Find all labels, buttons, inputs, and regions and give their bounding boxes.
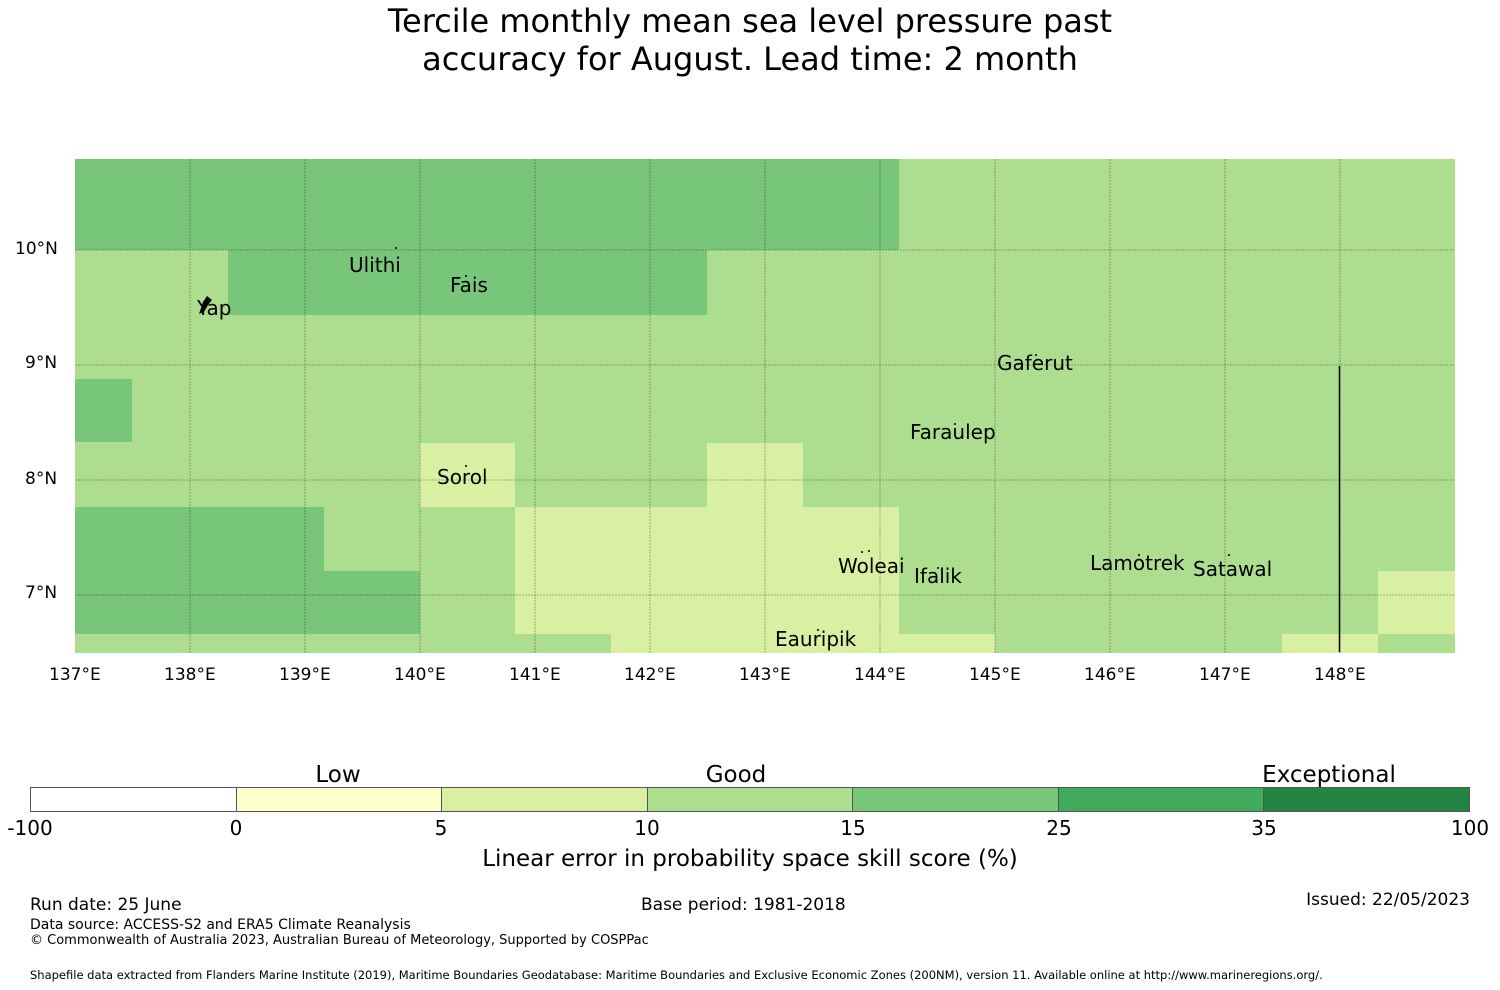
place-label-ifalik: Ifalik (914, 564, 962, 588)
yap-island-shape (199, 296, 212, 314)
lon-tick-148e: 148°E (1314, 665, 1366, 685)
lon-tick-138e: 138°E (164, 665, 216, 685)
ulithi-island-dot (395, 247, 397, 249)
skill-map (75, 159, 1455, 653)
colorbar-segment-5 (853, 788, 1059, 811)
satawal-island-dot (1228, 554, 1230, 556)
skill-cell-10 (515, 507, 899, 634)
colorbar-label-35: 35 (1251, 816, 1277, 840)
lon-tick-143e: 143°E (739, 665, 791, 685)
skill-cell-11 (611, 634, 995, 653)
skill-cell-6 (75, 507, 324, 634)
sorol-island-dot (465, 465, 467, 467)
title-line-2: accuracy for August. Lead time: 2 month (422, 40, 1078, 78)
colorbar-segment-2 (236, 788, 443, 811)
place-label-sorol: Sorol (437, 465, 488, 489)
lat-tick-8n: 8°N (25, 469, 58, 489)
lon-tick-140e: 140°E (394, 665, 446, 685)
colorbar-label-10: 10 (634, 816, 660, 840)
colorbar-label-15: 15 (840, 816, 866, 840)
colorbar-segment-6 (1058, 788, 1265, 811)
place-label-eauripik: Eauripik (775, 627, 857, 651)
skill-cell-3 (75, 187, 803, 250)
place-label-lamotrek: Lamotrek (1090, 551, 1185, 575)
colorbar-segment-3 (442, 788, 648, 811)
colorbar-label-5: 5 (434, 816, 448, 840)
gaferut-island-dot (1035, 354, 1037, 356)
lon-tick-137e: 137°E (49, 665, 101, 685)
eauripik-island-dot (817, 629, 819, 631)
place-label-faraulep: Faraulep (910, 420, 996, 444)
skill-cell-12 (1378, 571, 1455, 634)
colorbar-segment-4 (647, 788, 854, 811)
lat-tick-10n: 10°N (15, 239, 58, 259)
lon-tick-139e: 139°E (279, 665, 331, 685)
base-period: Base period: 1981-2018 (641, 895, 846, 915)
lat-tick-7n: 7°N (25, 583, 58, 603)
lamotrek-island-dot (1138, 554, 1140, 556)
lon-tick-145e: 145°E (969, 665, 1021, 685)
category-exceptional: Exceptional (1262, 762, 1396, 788)
lon-tick-141e: 141°E (509, 665, 561, 685)
issued-date: Issued: 22/05/2023 (1306, 890, 1470, 910)
colorbar (30, 787, 1470, 812)
skill-cell-13 (1282, 634, 1378, 653)
chart-title: Tercile monthly mean sea level pressure … (0, 2, 1500, 78)
colorbar-label-0: 0 (229, 816, 243, 840)
woleai-island-dot-1 (861, 551, 863, 553)
title-line-1: Tercile monthly mean sea level pressure … (387, 2, 1113, 40)
lon-tick-146e: 146°E (1084, 665, 1136, 685)
shapefile-credit: Shapefile data extracted from Flanders M… (30, 968, 1323, 982)
data-source: Data source: ACCESS-S2 and ERA5 Climate … (30, 917, 411, 933)
lon-tick-147e: 147°E (1199, 665, 1251, 685)
colorbar-segment-7 (1264, 788, 1470, 811)
place-label-ulithi: Ulithi (349, 253, 401, 277)
colorbar-label-25: 25 (1046, 816, 1072, 840)
run-date: Run date: 25 June (30, 895, 182, 915)
skill-cell-9 (707, 443, 803, 507)
faraulep-island-dot (954, 423, 956, 425)
copyright: © Commonwealth of Australia 2023, Austra… (30, 933, 649, 948)
skill-grid-cells (75, 159, 1455, 653)
colorbar-label-neg100: -100 (7, 816, 53, 840)
skill-cell-5 (75, 379, 132, 442)
skill-cell-4 (228, 250, 707, 315)
island-marks (199, 247, 1230, 631)
fais-island-dot (465, 275, 467, 277)
place-label-yap: Yap (197, 296, 232, 320)
category-low: Low (315, 762, 361, 788)
lat-tick-9n: 9°N (25, 353, 58, 373)
lon-tick-142e: 142°E (624, 665, 676, 685)
colorbar-label-100: 100 (1450, 816, 1490, 840)
lon-tick-144e: 144°E (854, 665, 906, 685)
category-good: Good (705, 762, 767, 788)
ifalik-island-dot (937, 567, 939, 569)
place-label-gaferut: Gaferut (997, 351, 1073, 375)
place-label-satawal: Satawal (1193, 557, 1273, 581)
colorbar-title: Linear error in probability space skill … (482, 846, 1018, 872)
skill-cell-8 (420, 443, 515, 507)
skill-cell-7 (324, 571, 420, 634)
place-label-woleai: Woleai (838, 554, 905, 578)
colorbar-segment-1 (31, 788, 237, 811)
place-label-fais: Fais (450, 273, 488, 297)
map-gridlines (75, 159, 1455, 653)
woleai-island-dot-2 (868, 550, 870, 552)
